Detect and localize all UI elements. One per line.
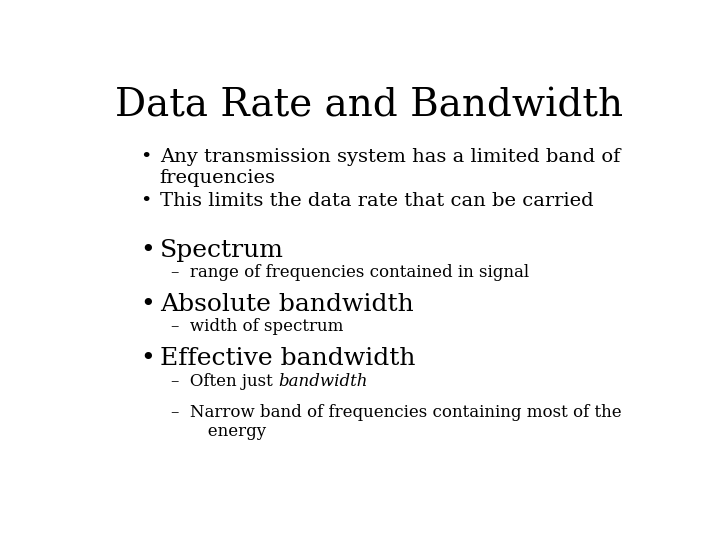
Text: Absolute bandwidth: Absolute bandwidth	[160, 293, 413, 316]
Text: –  width of spectrum: – width of spectrum	[171, 318, 343, 335]
Text: bandwidth: bandwidth	[278, 373, 367, 390]
Text: •: •	[140, 148, 152, 166]
Text: Effective bandwidth: Effective bandwidth	[160, 347, 415, 370]
Text: •: •	[140, 293, 155, 316]
Text: Spectrum: Spectrum	[160, 239, 284, 262]
Text: •: •	[140, 192, 152, 210]
Text: Data Rate and Bandwidth: Data Rate and Bandwidth	[115, 87, 623, 125]
Text: –  range of frequencies contained in signal: – range of frequencies contained in sign…	[171, 265, 529, 281]
Text: This limits the data rate that can be carried: This limits the data rate that can be ca…	[160, 192, 593, 210]
Text: –  Narrow band of frequencies containing most of the
       energy: – Narrow band of frequencies containing …	[171, 404, 621, 440]
Text: •: •	[140, 347, 155, 370]
Text: –  Often just: – Often just	[171, 373, 278, 390]
Text: •: •	[140, 239, 155, 262]
Text: Any transmission system has a limited band of
frequencies: Any transmission system has a limited ba…	[160, 148, 620, 187]
